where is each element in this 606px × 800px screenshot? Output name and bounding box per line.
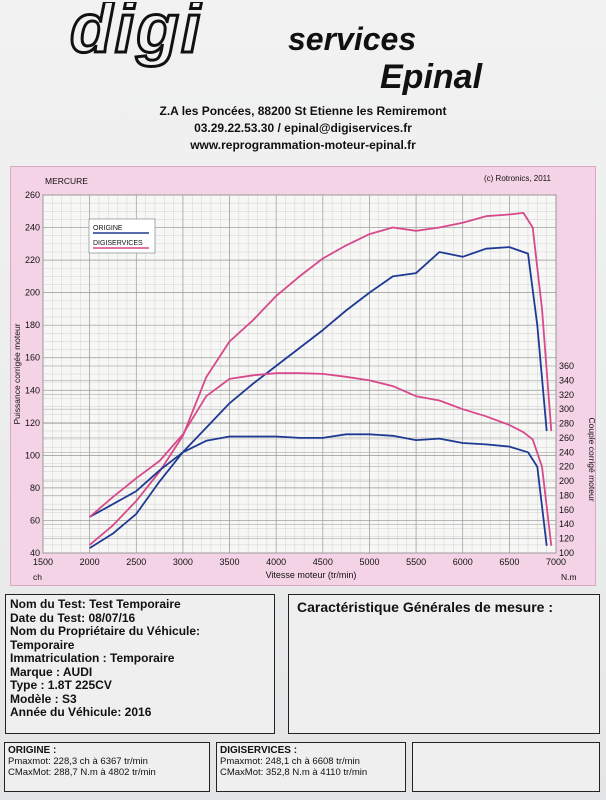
- x-unit-right: N.m: [561, 572, 577, 582]
- y2-tick-label: 200: [559, 476, 574, 486]
- y-tick-label: 220: [25, 255, 40, 265]
- legend-label: ORIGINE: [93, 225, 123, 232]
- characteristics-box: Caractéristique Générales de mesure :: [288, 594, 600, 734]
- digiservices-results-box: DIGISERVICES : Pmaxmot: 248,1 ch à 6608 …: [216, 742, 406, 792]
- test-info-box: Nom du Test: Test Temporaire Date du Tes…: [5, 594, 275, 734]
- characteristics-title: Caractéristique Générales de mesure :: [297, 599, 554, 615]
- y-tick-label: 240: [25, 223, 40, 233]
- test-info-line: Marque : AUDI: [10, 664, 93, 679]
- series-line-3: [89, 433, 548, 546]
- series-line-1: [89, 246, 548, 549]
- origine-results-box: ORIGINE : Pmaxmot: 228,3 ch à 6367 tr/mi…: [4, 742, 210, 792]
- x-tick-label: 7000: [546, 557, 566, 567]
- y-tick-label: 60: [30, 515, 40, 525]
- y2-tick-label: 240: [559, 447, 574, 457]
- company-address: Z.A les Poncées, 88200 St Etienne les Re…: [159, 104, 447, 118]
- y-axis-label: Puissance corrigée moteur: [12, 323, 22, 424]
- series-line-2: [89, 212, 553, 546]
- test-info-line: Type : 1.8T 225CV: [10, 678, 112, 692]
- x-tick-label: 6500: [499, 557, 519, 567]
- x-tick-label: 5000: [359, 557, 379, 567]
- series-line-4: [89, 372, 553, 546]
- empty-results-box: [412, 742, 600, 792]
- y2-tick-label: 280: [559, 419, 574, 429]
- y-tick-label: 160: [25, 353, 40, 363]
- test-info-line: Nom du Test: Test Temporaire: [10, 597, 181, 611]
- x-tick-label: 2500: [126, 557, 146, 567]
- digiservices-title: DIGISERVICES :: [220, 745, 298, 756]
- digiservices-cmax: CMaxMot: 352,8 N.m à 4110 tr/min: [220, 767, 368, 778]
- y-tick-label: 40: [30, 548, 40, 558]
- y-tick-label: 80: [30, 483, 40, 493]
- digiservices-pmax: Pmaxmot: 248,1 ch à 6608 tr/min: [220, 756, 360, 767]
- y2-tick-label: 340: [559, 375, 574, 385]
- x-tick-label: 3500: [220, 557, 240, 567]
- x-tick-label: 1500: [33, 557, 53, 567]
- y-tick-label: 120: [25, 418, 40, 428]
- chart-copyright: (c) Rotronics, 2011: [484, 174, 552, 183]
- legend-label: DIGISERVICES: [93, 240, 143, 247]
- company-website[interactable]: www.reprogrammation-moteur-epinal.fr: [190, 138, 416, 152]
- y2-tick-label: 160: [559, 505, 574, 515]
- test-info-line: Date du Test: 08/07/16: [10, 610, 136, 625]
- dyno-chart: 1500 2000 2500 3000 3500 4000 4500 5000 5500 6000…: [10, 166, 597, 586]
- test-info-line: Temporaire: [10, 637, 75, 652]
- origine-title: ORIGINE :: [8, 745, 57, 756]
- x-tick-label: 5500: [406, 557, 426, 567]
- dyno-chart-svg: 1500 2000 2500 3000 3500 4000 4500 5000 5500 6000…: [12, 174, 597, 582]
- logo-city-text: Epinal: [380, 58, 484, 96]
- y2-tick-label: 320: [559, 390, 574, 400]
- y2-tick-label: 300: [559, 404, 574, 414]
- y2-tick-label: 120: [559, 534, 574, 544]
- origine-pmax: Pmaxmot: 228,3 ch à 6367 tr/min: [8, 756, 148, 767]
- test-info-line: Année du Véhicule: 2016: [10, 705, 152, 719]
- x-tick-label: 4500: [313, 557, 333, 567]
- y-tick-label: 140: [25, 385, 40, 395]
- y2-tick-label: 260: [559, 433, 574, 443]
- y2-tick-label: 140: [559, 519, 574, 529]
- y2-tick-label: 220: [559, 462, 574, 472]
- digiservices-logo: digi services Epinal: [69, 2, 484, 96]
- origine-cmax: CMaxMot: 288,7 N.m à 4802 tr/min: [8, 767, 156, 778]
- x-tick-label: 3000: [173, 557, 193, 567]
- test-info-line: Immatriculation : Temporaire: [10, 651, 175, 665]
- test-info-line: Modèle : S3: [10, 691, 77, 706]
- test-info-line: Nom du Propriétaire du Véhicule:: [10, 624, 201, 638]
- company-contact: 03.29.22.53.30 / epinal@digiservices.fr: [194, 121, 412, 135]
- x-axis-label: Vitesse moteur (tr/min): [266, 570, 357, 580]
- y-tick-label: 100: [25, 450, 40, 460]
- y2-axis-label: Couple corrigé moteur: [587, 417, 597, 501]
- y-tick-label: 260: [25, 190, 40, 200]
- y2-tick-label: 180: [559, 490, 574, 500]
- y-tick-label: 180: [25, 320, 40, 330]
- x-tick-label: 2000: [80, 557, 100, 567]
- logo-main-text: digi: [70, 2, 202, 67]
- y-tick-label: 200: [25, 288, 40, 298]
- x-tick-label: 6000: [453, 557, 473, 567]
- chart-top-left-label: MERCURE: [45, 176, 88, 186]
- y2-tick-label: 360: [559, 361, 574, 371]
- x-unit-left: ch: [33, 572, 42, 582]
- x-tick-label: 4000: [266, 557, 286, 567]
- y2-tick-label: 100: [559, 548, 574, 558]
- logo-services-text: services: [288, 21, 416, 57]
